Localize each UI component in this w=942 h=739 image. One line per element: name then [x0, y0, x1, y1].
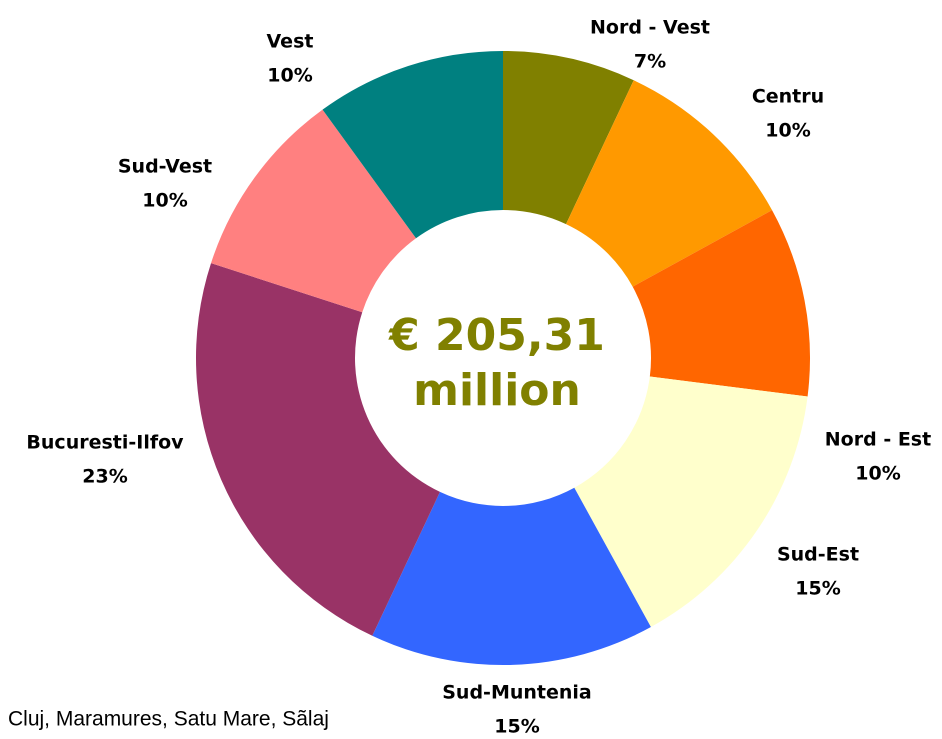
- center-text: € 205,31: [388, 310, 605, 361]
- slice-label: Nord - Vest: [590, 17, 710, 39]
- slice-label: Sud-Est: [777, 544, 859, 566]
- value-label: 15%: [494, 716, 539, 738]
- slice-label: Vest: [267, 31, 314, 53]
- slice: [566, 80, 773, 287]
- value-label: 10%: [142, 190, 187, 212]
- center-text: million: [413, 365, 581, 416]
- slice: [195, 263, 440, 636]
- value-label: 7%: [634, 51, 666, 73]
- slice-label: Bucuresti-Ilfov: [26, 432, 184, 454]
- slice: [632, 210, 810, 397]
- slice: [211, 109, 417, 313]
- slice: [372, 487, 651, 665]
- slice: [503, 51, 634, 225]
- slice-label: Centru: [752, 86, 824, 108]
- value-label: 23%: [82, 466, 127, 488]
- slice: [322, 51, 503, 239]
- slice-label: Nord - Est: [825, 429, 931, 451]
- value-label: 15%: [795, 578, 840, 600]
- value-label: 10%: [855, 463, 900, 485]
- value-label: 10%: [267, 65, 312, 87]
- value-label: 10%: [765, 120, 810, 142]
- note: Cluj, Maramures, Satu Mare, Sãlaj: [8, 708, 329, 731]
- slice: [574, 376, 808, 628]
- slice-label: Sud-Muntenia: [442, 682, 592, 704]
- slice-label: Sud-Vest: [118, 156, 212, 178]
